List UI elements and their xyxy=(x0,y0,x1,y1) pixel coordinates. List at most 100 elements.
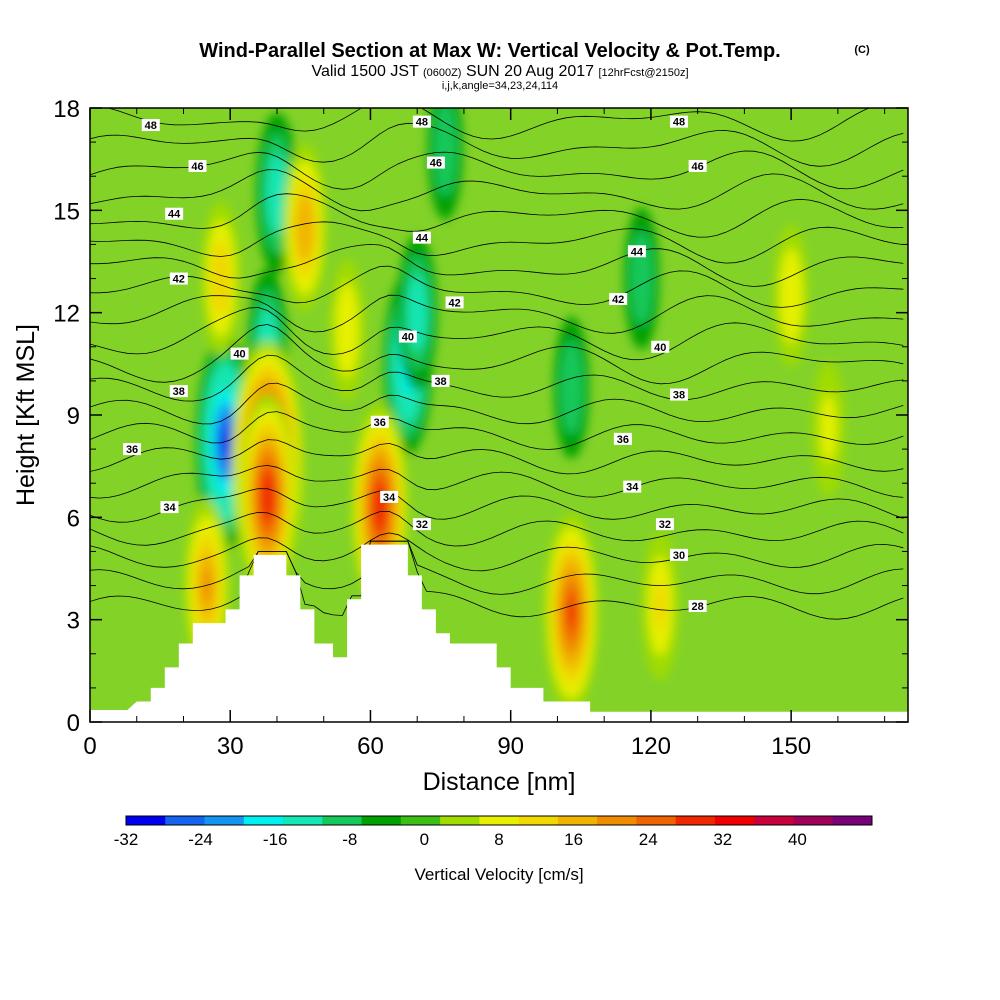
colorbar-swatch xyxy=(204,816,245,825)
contour-label: 28 xyxy=(692,601,704,613)
contour-label: 42 xyxy=(612,294,624,306)
contour-label: 42 xyxy=(173,274,185,286)
contour-label: 48 xyxy=(673,117,685,129)
y-tick-label: 3 xyxy=(67,608,80,635)
colorbar-label: Vertical Velocity [cm/s] xyxy=(414,865,583,884)
isentrope-48 xyxy=(106,108,871,142)
indices-text: i,j,k,angle=34,23,24,114 xyxy=(442,80,558,92)
isentrope-29 xyxy=(90,540,904,595)
y-tick-label: 18 xyxy=(53,96,80,123)
colorbar-tick-label: 8 xyxy=(494,830,503,849)
isentrope-35 xyxy=(90,411,904,450)
colorbar-tick-label: -24 xyxy=(188,830,213,849)
contour-label-box xyxy=(445,296,464,309)
isentrope-43 xyxy=(90,221,904,264)
contour-label: 38 xyxy=(173,386,185,398)
colorbar-swatch xyxy=(440,816,480,825)
contour-label: 36 xyxy=(126,444,138,456)
velocity-cell-13-4 xyxy=(215,259,226,298)
contour-labels: 48 46 44 42 40 38 36 34 48 46 44 42 40 38 36 34 32 48 46 44… xyxy=(123,115,707,613)
contour-label-box xyxy=(141,119,160,132)
contour-label-box xyxy=(123,443,142,456)
x-tick-label: 150 xyxy=(771,733,811,760)
colorbar-swatch xyxy=(479,816,520,825)
terrain xyxy=(90,544,908,722)
colorbar-tick-label: -16 xyxy=(263,830,288,849)
colorbar-swatch xyxy=(165,816,206,825)
velocity-cell-6-3 xyxy=(565,364,578,412)
contour-label-box xyxy=(398,330,417,343)
contour-label: 46 xyxy=(430,158,442,170)
contour-label-box xyxy=(688,159,707,172)
colorbar-swatch xyxy=(636,816,677,825)
contour-label: 38 xyxy=(434,376,446,388)
colorbar-tick-label: -32 xyxy=(114,830,139,849)
velocity-cell-0-8 xyxy=(221,429,230,456)
isentrope-37 xyxy=(90,354,904,402)
isentrope-46 xyxy=(90,150,904,190)
colorbar-swatch xyxy=(754,816,794,825)
chart-subtitle: Valid 1500 JST (0600Z) SUN 20 Aug 2017 [… xyxy=(311,63,688,80)
isentrope-36 xyxy=(90,382,904,425)
contour-label: 34 xyxy=(163,502,176,514)
contour-label: 38 xyxy=(673,390,685,402)
x-tick-label: 30 xyxy=(217,733,244,760)
colorbar-swatch xyxy=(675,816,716,825)
plot-area: 48 46 44 42 40 38 36 34 48 46 44 42 40 38 36 34 32 48 46 44… xyxy=(90,108,908,722)
colorbar-tick-label: 16 xyxy=(564,830,583,849)
contour-label: 30 xyxy=(673,550,685,562)
contour-label: 40 xyxy=(654,342,666,354)
y-tick-label: 6 xyxy=(67,505,80,532)
contour-label: 44 xyxy=(416,233,429,245)
isentrope-31 xyxy=(90,510,904,547)
contour-label: 46 xyxy=(692,161,704,173)
contour-label-box xyxy=(431,374,450,387)
isentrope-30 xyxy=(90,532,904,572)
colorbar-swatch xyxy=(283,816,323,825)
isentrope-47 xyxy=(90,122,904,167)
y-tick-label: 9 xyxy=(67,403,80,430)
x-tick-label: 120 xyxy=(631,733,671,760)
y-tick-label: 15 xyxy=(53,198,80,225)
contour-label-box xyxy=(188,159,207,172)
colorbar-swatch xyxy=(714,816,755,825)
chart-title: Wind-Parallel Section at Max W: Vertical… xyxy=(199,40,780,62)
colorbar-swatch xyxy=(518,816,559,825)
contour-label-box xyxy=(160,501,179,514)
colorbar-swatch xyxy=(126,816,166,825)
colorbar: -32 -24 -16 -8 0 8 16 24 32 40 xyxy=(114,815,873,849)
contour-label-box xyxy=(370,415,389,428)
contour-label-box xyxy=(609,293,628,306)
isentrope-40 xyxy=(90,294,904,334)
contour-label-box xyxy=(230,347,249,360)
contour-label: 44 xyxy=(631,246,644,258)
colorbar-swatch xyxy=(793,816,834,825)
colorbar-tick-label: 0 xyxy=(420,830,429,849)
colorbar-swatch xyxy=(597,816,637,825)
contour-label-box xyxy=(165,207,184,220)
copyright-mark: (C) xyxy=(854,44,870,56)
isentrope-44 xyxy=(90,193,904,238)
contour-label: 46 xyxy=(191,161,203,173)
valid-utc: (0600Z) xyxy=(423,67,462,79)
contour-label-box xyxy=(655,518,674,531)
colorbar-swatch xyxy=(400,816,441,825)
velocity-cell-18-3 xyxy=(654,581,667,631)
isentrope-33 xyxy=(90,464,904,499)
y-tick-label: 0 xyxy=(67,710,80,737)
contour-label-box xyxy=(623,480,642,493)
velocity-cell-16-3 xyxy=(785,271,797,320)
x-tick-label: 90 xyxy=(497,733,524,760)
colorbar-tick-label: -8 xyxy=(342,830,357,849)
contour-label-box xyxy=(651,340,670,353)
x-tick-label: 0 xyxy=(83,733,96,760)
isentrope-39 xyxy=(90,307,904,361)
contour-label: 40 xyxy=(402,332,414,344)
contour-label-box xyxy=(627,245,646,258)
contour-label-box xyxy=(688,600,707,613)
isentrope-41 xyxy=(90,265,904,308)
valid-time: Valid 1500 JST xyxy=(311,63,419,80)
contour-label: 32 xyxy=(416,519,428,531)
